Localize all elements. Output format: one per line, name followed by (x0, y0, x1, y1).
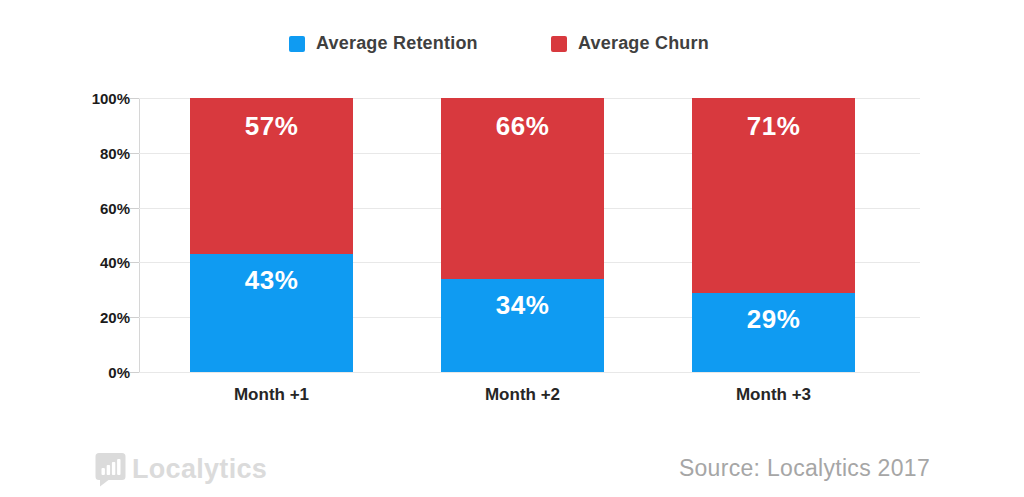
brand-logo: Localytics (95, 452, 267, 487)
retention-segment: 34% (441, 279, 604, 372)
churn-value-label: 71% (747, 111, 801, 142)
churn-segment: 71% (692, 98, 855, 293)
retention-segment: 43% (190, 254, 353, 372)
y-axis-tick (130, 98, 139, 99)
churn-value-label: 66% (496, 111, 550, 142)
x-axis-category-label: Month +2 (441, 385, 604, 405)
y-axis-tick-label: 0% (56, 364, 130, 381)
x-axis-category-label: Month +1 (190, 385, 353, 405)
brand-logo-text: Localytics (132, 454, 267, 485)
y-axis-tick-label: 100% (56, 90, 130, 107)
retention-value-label: 43% (245, 265, 299, 296)
retention-swatch (289, 36, 305, 52)
y-axis-tick (130, 317, 139, 318)
y-axis-tick-label: 20% (56, 309, 130, 326)
legend-label-retention: Average Retention (316, 33, 478, 54)
y-axis-tick-label: 60% (56, 200, 130, 217)
y-axis-tick (130, 262, 139, 263)
churn-value-label: 57% (245, 111, 299, 142)
retention-segment: 29% (692, 293, 855, 372)
churn-segment: 57% (190, 98, 353, 254)
legend-label-churn: Average Churn (578, 33, 709, 54)
plot-area: 57% 43% 66% 34% 71% 29% (139, 98, 920, 372)
retention-value-label: 34% (496, 290, 550, 321)
source-attribution: Source: Localytics 2017 (679, 455, 930, 482)
stacked-bar-month-+3: 71% 29% (692, 98, 855, 372)
y-axis-tick-label: 40% (56, 254, 130, 271)
y-axis-tick (130, 153, 139, 154)
churn-swatch (551, 36, 567, 52)
gridline (139, 372, 920, 373)
y-axis-tick (130, 372, 139, 373)
y-axis-tick-label: 80% (56, 145, 130, 162)
stacked-bar-month-+1: 57% 43% (190, 98, 353, 372)
x-axis-category-label: Month +3 (692, 385, 855, 405)
legend-item-retention: Average Retention (289, 33, 478, 54)
localytics-logo-icon (95, 452, 126, 487)
retention-value-label: 29% (747, 304, 801, 335)
y-axis-tick (130, 208, 139, 209)
chart-canvas: Average Retention Average Churn 0% 20% 40%… (0, 0, 1024, 497)
churn-segment: 66% (441, 98, 604, 279)
stacked-bar-month-+2: 66% 34% (441, 98, 604, 372)
legend-item-churn: Average Churn (551, 33, 709, 54)
